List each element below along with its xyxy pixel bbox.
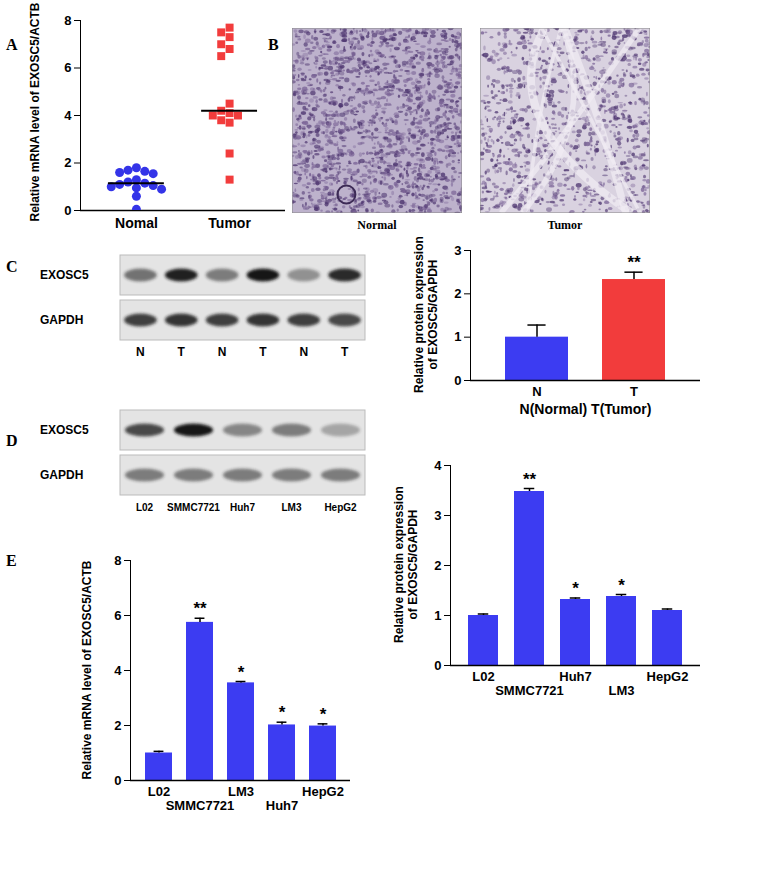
svg-text:EXOSC5: EXOSC5 [40,268,89,282]
html-text:Relative mRNA level of EXOSC5/: Relative mRNA level of EXOSC5/ACTB [28,2,42,222]
svg-text:GAPDH: GAPDH [40,313,83,327]
svg-text:Nomal: Nomal [115,215,158,231]
svg-text:1: 1 [434,608,441,623]
svg-text:6: 6 [114,608,121,623]
html-text:A: A [6,36,18,53]
html-text:Relative protein expression of: Relative protein expression of EXOSC5/GA… [412,236,440,393]
svg-text:T: T [178,345,186,359]
svg-text:*: * [618,576,625,595]
svg-text:**: ** [523,470,537,489]
html-text:B: B [268,36,279,53]
svg-text:*: * [320,705,327,724]
svg-text:3: 3 [454,243,461,258]
html-text:Relative mRNA level of EXOSC5/: Relative mRNA level of EXOSC5/ACTB [80,560,94,780]
svg-text:EXOSC5: EXOSC5 [40,423,89,437]
svg-text:N: N [218,345,227,359]
svg-text:4: 4 [114,663,122,678]
svg-text:*: * [279,703,286,722]
svg-text:SMMC7721: SMMC7721 [166,798,235,813]
svg-text:4: 4 [434,458,442,473]
svg-text:N: N [136,345,145,359]
svg-text:T: T [341,345,349,359]
svg-text:N: N [532,384,541,399]
svg-text:2: 2 [114,718,121,733]
svg-text:2: 2 [454,286,461,301]
html-text:Relative protein expression of: Relative protein expression of EXOSC5/GA… [392,486,420,643]
svg-text:LM3: LM3 [228,784,254,799]
html-text:Normal: Normal [357,218,397,232]
svg-text:**: ** [193,599,207,618]
svg-text:L02: L02 [472,669,494,684]
svg-text:L02: L02 [136,502,154,513]
svg-text:3: 3 [434,508,441,523]
svg-text:LM3: LM3 [282,502,302,513]
svg-text:HepG2: HepG2 [302,784,344,799]
svg-text:*: * [572,579,579,598]
svg-text:6: 6 [64,60,71,75]
svg-text:L02: L02 [148,784,170,799]
html-text:Tumor: Tumor [547,218,583,232]
svg-text:0: 0 [454,373,461,388]
html-text:C: C [6,258,18,275]
svg-text:4: 4 [64,108,72,123]
svg-text:N(Normal) T(Tumor): N(Normal) T(Tumor) [520,401,652,417]
svg-text:SMMC7721: SMMC7721 [167,502,220,513]
svg-text:*: * [238,663,245,682]
svg-text:8: 8 [114,553,121,568]
svg-text:GAPDH: GAPDH [40,468,83,482]
svg-text:0: 0 [434,658,441,673]
html-text:D: D [6,432,18,449]
svg-text:0: 0 [64,203,71,218]
svg-text:LM3: LM3 [609,683,635,698]
svg-text:1: 1 [454,329,461,344]
svg-text:Huh7: Huh7 [266,798,299,813]
svg-text:2: 2 [64,155,71,170]
svg-text:Tumor: Tumor [208,215,251,231]
svg-text:Huh7: Huh7 [559,669,592,684]
svg-text:HepG2: HepG2 [647,669,689,684]
svg-text:0: 0 [114,773,121,788]
html-text:E: E [6,552,17,569]
svg-text:**: ** [627,253,641,272]
svg-text:Huh7: Huh7 [230,502,255,513]
svg-text:2: 2 [434,558,441,573]
svg-text:SMMC7721: SMMC7721 [495,683,564,698]
svg-text:N: N [299,345,308,359]
svg-text:T: T [630,384,638,399]
svg-text:HepG2: HepG2 [324,502,357,513]
svg-text:T: T [259,345,267,359]
svg-text:8: 8 [64,13,71,28]
